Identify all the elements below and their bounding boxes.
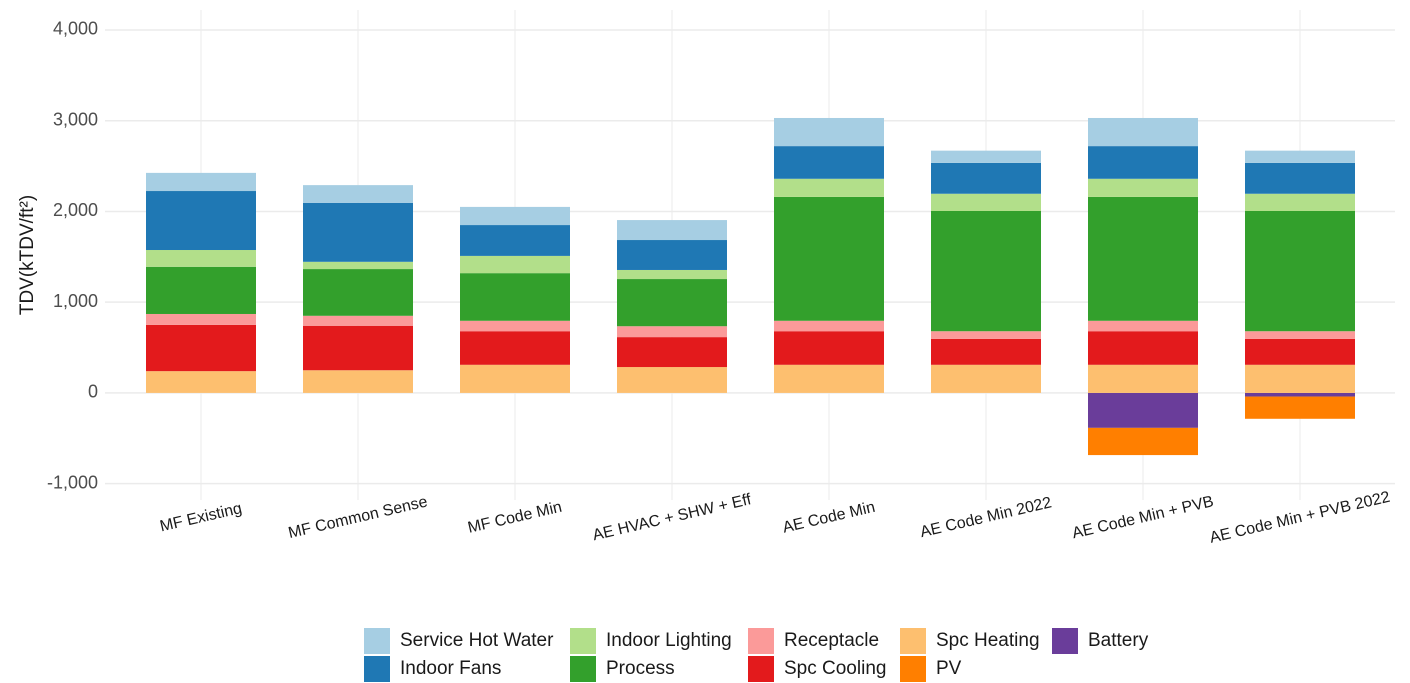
bar-segment: [774, 320, 884, 332]
bar-segment: [146, 324, 256, 372]
bar-segment: [617, 367, 727, 393]
bar-segment: [1245, 396, 1355, 419]
bar-segment: [1088, 392, 1198, 428]
legend-key: [570, 656, 596, 682]
legend-key: [570, 628, 596, 654]
bar-segment: [303, 202, 413, 262]
bar-segment: [460, 364, 570, 393]
bar-segment: [146, 191, 256, 251]
bar-segment: [303, 315, 413, 326]
y-axis-title: TDV(kTDV/ft²): [17, 195, 38, 315]
bar-segment: [931, 338, 1041, 365]
bar-segment: [617, 337, 727, 368]
bar-segment: [1245, 150, 1355, 163]
bar-segment: [146, 250, 256, 267]
bar-segment: [1245, 392, 1355, 397]
bar-segment: [460, 206, 570, 226]
x-tick-label: MF Code Min: [466, 499, 563, 537]
bar-segment: [1245, 210, 1355, 332]
bar-segment: [931, 193, 1041, 211]
legend-label: PV: [936, 658, 962, 679]
bar-segment: [617, 240, 727, 270]
bar-segment: [931, 162, 1041, 194]
bar-segment: [774, 331, 884, 365]
bar-segment: [146, 266, 256, 314]
bar-segment: [1088, 331, 1198, 365]
bar-segment: [1088, 364, 1198, 393]
bar-segment: [931, 210, 1041, 332]
bar-segment: [1088, 178, 1198, 197]
bar-segment: [1088, 146, 1198, 179]
bar-segment: [303, 370, 413, 393]
bar-segment: [774, 146, 884, 179]
legend-key: [900, 628, 926, 654]
legend-key: [1052, 628, 1078, 654]
bar-segment: [146, 172, 256, 192]
bar-segment: [617, 269, 727, 280]
legend-key: [748, 656, 774, 682]
x-tick-label: AE Code Min: [781, 499, 877, 537]
bar-segment: [460, 331, 570, 365]
bar-segment: [1088, 427, 1198, 456]
x-tick-label: AE Code Min + PVB: [1071, 493, 1216, 542]
bar-segment: [617, 279, 727, 327]
legend-label: Receptacle: [784, 630, 879, 651]
bar-segment: [617, 220, 727, 241]
bar-segment: [1088, 320, 1198, 332]
x-tick-label: MF Common Sense: [287, 493, 430, 542]
bar-segment: [931, 150, 1041, 163]
y-tick-label: 1,000: [53, 291, 98, 311]
bar-segment: [146, 313, 256, 325]
y-tick-label: 2,000: [53, 200, 98, 220]
bar-segment: [774, 117, 884, 147]
bar-segment: [1088, 196, 1198, 321]
y-tick-label: -1,000: [47, 472, 98, 492]
bar-segment: [1245, 162, 1355, 194]
legend-key: [364, 628, 390, 654]
bar-segment: [774, 364, 884, 393]
legend-label: Battery: [1088, 630, 1149, 651]
legend-key: [748, 628, 774, 654]
bar-segment: [460, 225, 570, 256]
bar-segment: [460, 320, 570, 332]
bar-segment: [1245, 338, 1355, 365]
bar-segment: [303, 269, 413, 316]
bar-segment: [931, 331, 1041, 339]
legend-label: Indoor Lighting: [606, 630, 732, 651]
y-tick-label: 3,000: [53, 109, 98, 129]
legend-label: Process: [606, 658, 675, 679]
bar-segment: [460, 273, 570, 321]
y-tick-label: 0: [88, 382, 98, 402]
bar-segment: [303, 261, 413, 270]
legend-label: Spc Cooling: [784, 658, 886, 679]
x-tick-label: MF Existing: [158, 500, 243, 535]
bar-segment: [303, 185, 413, 203]
legend-label: Service Hot Water: [400, 630, 554, 651]
bar-segment: [1245, 331, 1355, 339]
bar-segment: [460, 255, 570, 274]
bar-segment: [1088, 117, 1198, 147]
x-tick-label: AE Code Min 2022: [919, 494, 1054, 541]
bar-segment: [774, 178, 884, 197]
bar-segment: [617, 326, 727, 338]
y-tick-label: 4,000: [53, 19, 98, 39]
bar-segment: [931, 364, 1041, 393]
bar-segment: [1245, 364, 1355, 393]
legend-key: [364, 656, 390, 682]
legend-key: [900, 656, 926, 682]
legend-label: Indoor Fans: [400, 658, 501, 679]
bar-segment: [146, 371, 256, 393]
legend-label: Spc Heating: [936, 630, 1040, 651]
bar-segment: [1245, 193, 1355, 211]
bar-segment: [303, 325, 413, 371]
bar-segment: [774, 196, 884, 321]
